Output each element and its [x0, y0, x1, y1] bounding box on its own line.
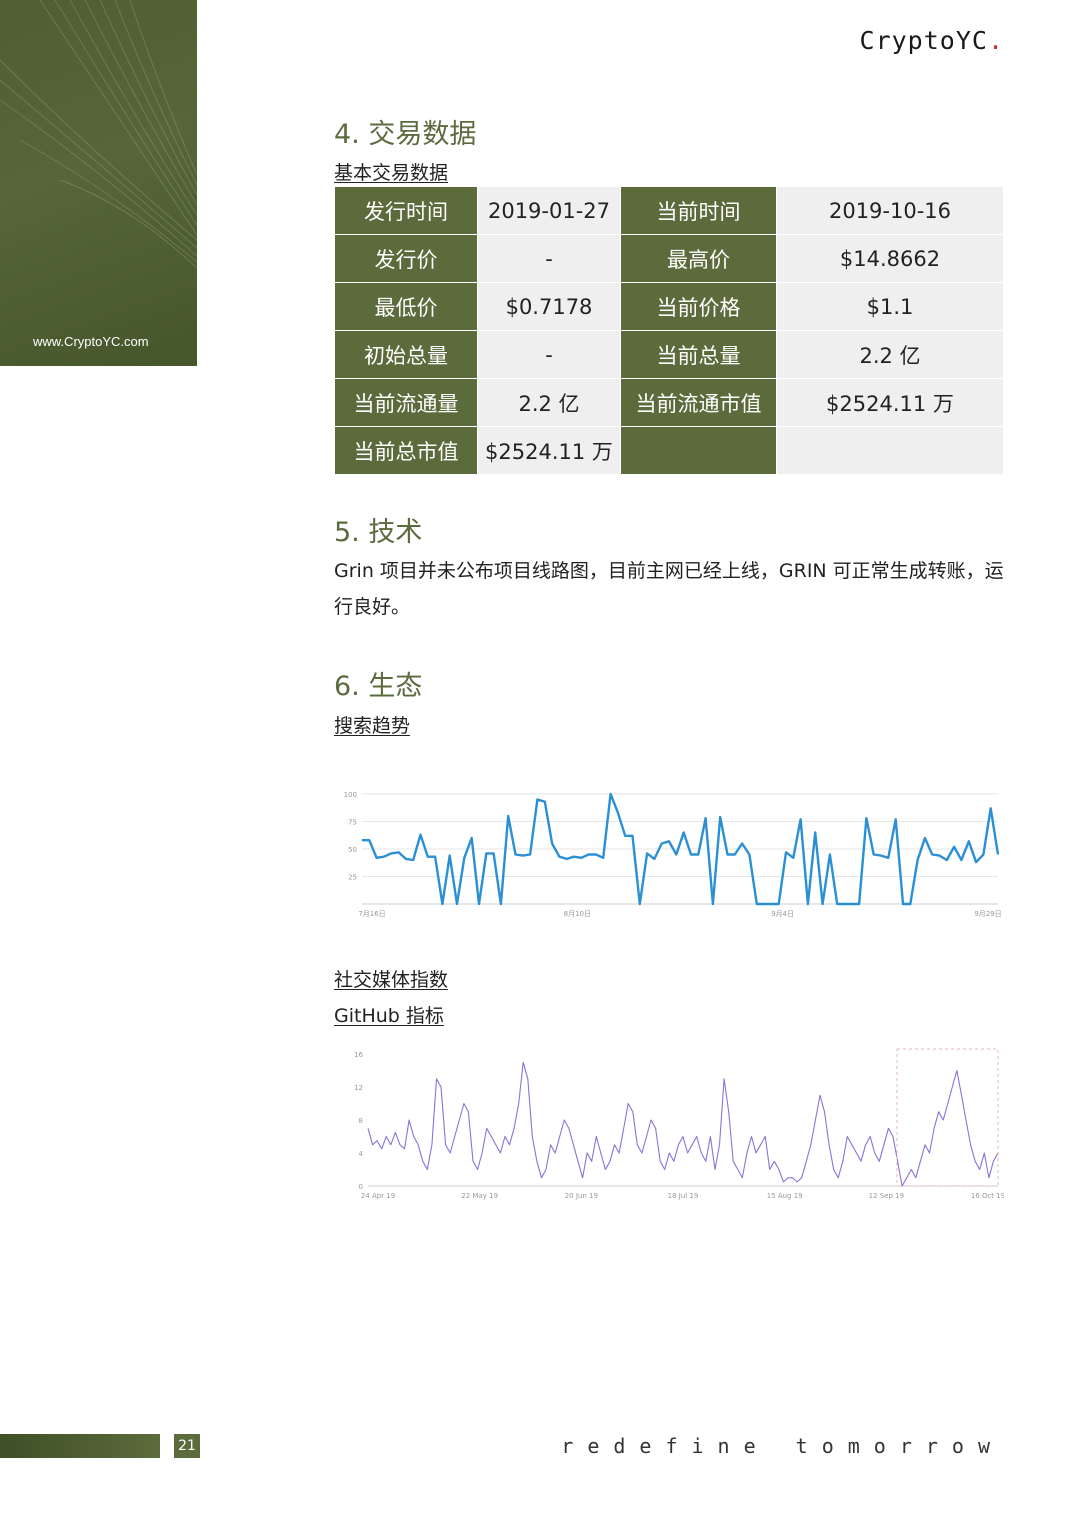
logo: CryptoYC. [860, 26, 1004, 55]
y-tick-label: 25 [348, 874, 357, 882]
table-value-cell [776, 426, 1004, 475]
y-tick-label: 8 [359, 1117, 363, 1125]
tech-paragraph: Grin 项目并未公布项目线路图，目前主网已经上线，GRIN 可正常生成转账，运… [334, 560, 1004, 618]
table-key-cell: 发行价 [334, 234, 478, 283]
table-key-cell [620, 426, 777, 475]
table-key-cell: 初始总量 [334, 330, 478, 379]
table-value-cell: - [477, 330, 621, 379]
table-value-cell: $2524.11 万 [776, 378, 1004, 427]
side-brand-panel: www.CryptoYC.com [0, 0, 197, 366]
table-key-cell: 最低价 [334, 282, 478, 331]
table-key-cell: 当前流通量 [334, 378, 478, 427]
table-row: 发行时间 2019-01-27 当前时间 2019-10-16 [334, 186, 1004, 235]
table-value-cell: $14.8662 [776, 234, 1004, 283]
logo-dot: . [987, 26, 1004, 55]
search-trend-subhead: 搜索趋势 [334, 715, 411, 737]
x-tick-label: 18 Jul 19 [668, 1192, 699, 1200]
x-tick-label: 7月16日 [358, 910, 385, 918]
table-key-cell: 当前总量 [620, 330, 777, 379]
table-row: 最低价 $0.7178 当前价格 $1.1 [334, 282, 1004, 331]
table-key-cell: 最高价 [620, 234, 777, 283]
table-value-cell: 2.2 亿 [477, 378, 621, 427]
y-tick-label: 75 [348, 819, 357, 827]
section-4-title: 4. 交易数据 [334, 119, 477, 150]
table-key-cell: 当前流通市值 [620, 378, 777, 427]
wave-pattern [0, 0, 197, 269]
table-value-cell: - [477, 234, 621, 283]
y-tick-label: 0 [359, 1183, 363, 1191]
logo-text: CryptoYC [859, 26, 988, 55]
footer-bar [0, 1434, 160, 1458]
table-row: 当前总市值 $2524.11 万 [334, 426, 1004, 475]
y-tick-label: 50 [348, 846, 357, 854]
github-chart: 16 12 8 4 024 Apr 19 22 May 19 20 Jun 19 18 Jul… [354, 1048, 1004, 1200]
trading-data-subhead: 基本交易数据 [334, 162, 449, 184]
table-value-cell: $1.1 [776, 282, 1004, 331]
y-tick-label: 4 [359, 1150, 364, 1158]
series-line [367, 1061, 999, 1187]
social-index-subhead: 社交媒体指数 [334, 969, 449, 991]
y-tick-label: 16 [354, 1051, 363, 1059]
table-key-cell: 当前价格 [620, 282, 777, 331]
table-value-cell: $2524.11 万 [477, 426, 621, 475]
table-value-cell: 2019-10-16 [776, 186, 1004, 235]
section-6-title: 6. 生态 [334, 671, 423, 702]
y-tick-label: 100 [344, 791, 357, 799]
x-tick-label: 15 Aug 19 [767, 1192, 803, 1200]
series-line [362, 792, 1000, 906]
x-tick-label: 12 Sep 19 [869, 1192, 904, 1200]
trading-data-table: 发行时间 2019-01-27 当前时间 2019-10-16 发行价 - 最高价 $14.8… [334, 186, 1004, 475]
highlight-box [896, 1048, 999, 1187]
x-tick-label: 16 Oct 19 [971, 1192, 1004, 1200]
table-value-cell: 2.2 亿 [776, 330, 1004, 379]
tagline: redefine tomorrow [561, 1434, 1004, 1458]
section-5-title: 5. 技术 [334, 517, 423, 548]
y-tick-label: 12 [354, 1084, 363, 1092]
github-subhead: GitHub 指标 [334, 1005, 444, 1027]
x-tick-label: 8月10日 [564, 910, 591, 918]
page-number: 21 [174, 1434, 200, 1458]
table-key-cell: 当前总市值 [334, 426, 478, 475]
table-value-cell: 2019-01-27 [477, 186, 621, 235]
website-url[interactable]: www.CryptoYC.com [33, 334, 149, 349]
x-tick-label: 9月29日 [974, 910, 1001, 918]
x-tick-label: 20 Jun 19 [565, 1192, 598, 1200]
x-tick-label: 22 May 19 [461, 1192, 498, 1200]
table-value-cell: $0.7178 [477, 282, 621, 331]
x-tick-label: 24 Apr 19 [361, 1192, 395, 1200]
table-row: 初始总量 - 当前总量 2.2 亿 [334, 330, 1004, 379]
x-tick-label: 9月4日 [771, 910, 794, 918]
table-key-cell: 发行时间 [334, 186, 478, 235]
table-row: 当前流通量 2.2 亿当前流通市值 $2524.11 万 [334, 378, 1004, 427]
table-row: 发行价 - 最高价 $14.8662 [334, 234, 1004, 283]
search-trend-chart: 100 75 50 25 7月16日 8月10日 9月4日 9月29日 [344, 791, 1002, 918]
table-key-cell: 当前时间 [620, 186, 777, 235]
